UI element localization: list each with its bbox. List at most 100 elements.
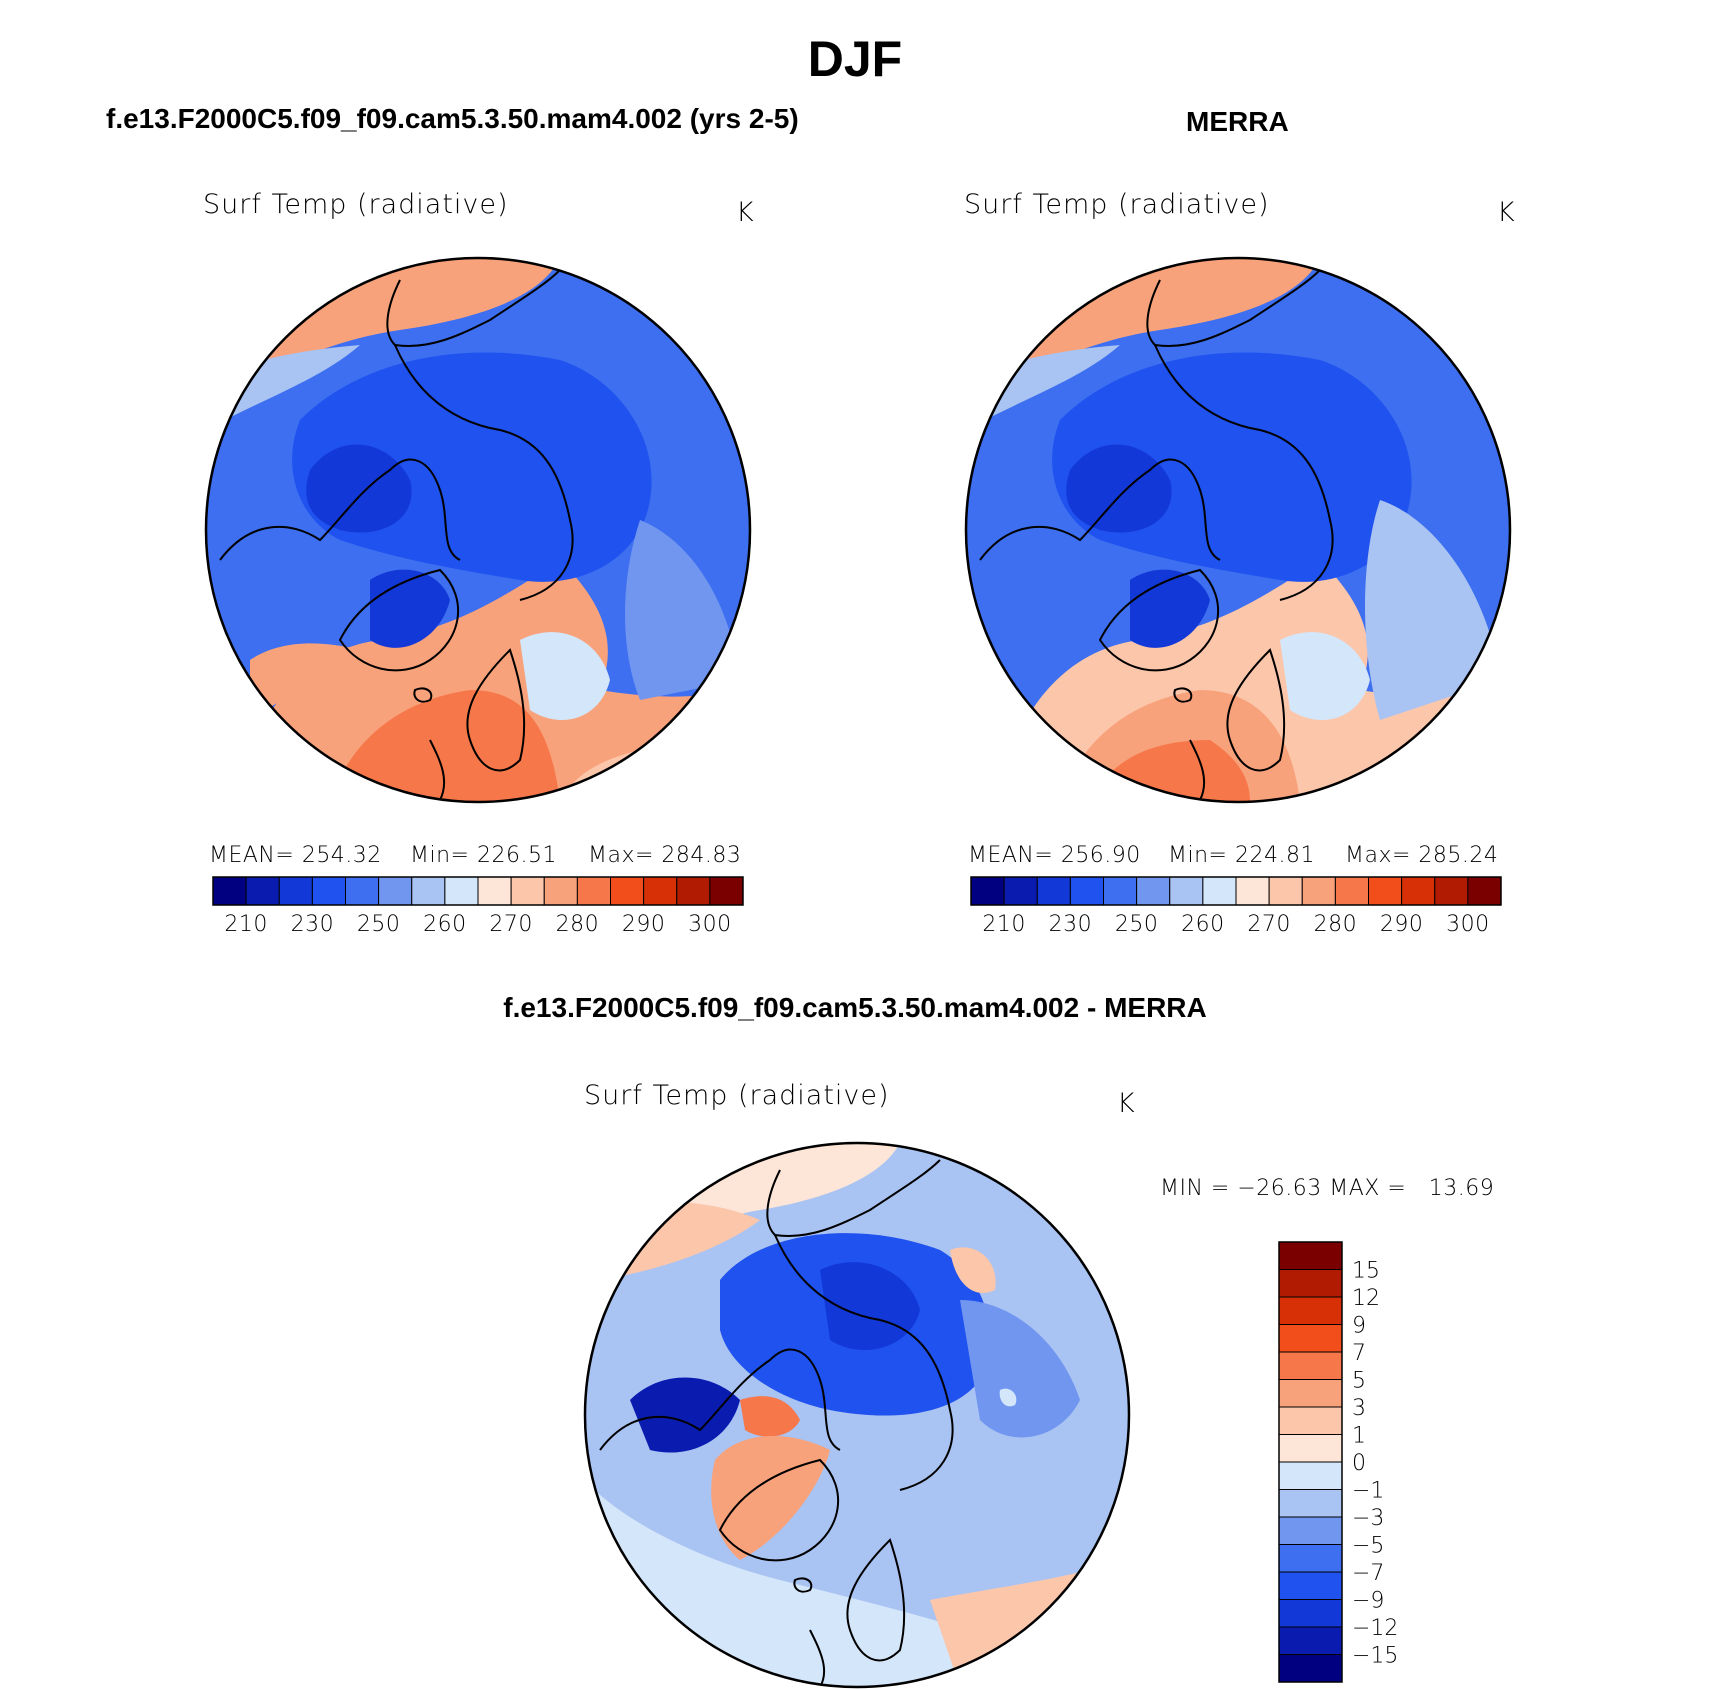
diff-colorbar-box — [1278, 1626, 1343, 1655]
diff-colorbar-tick-label: −3 — [1352, 1506, 1384, 1531]
model-case-title: f.e13.F2000C5.f09_f09.cam5.3.50.mam4.002… — [106, 103, 799, 134]
obs-colorbar-box — [1036, 876, 1071, 906]
obs-min-stat: Min= 224.81 — [1168, 843, 1315, 868]
obs-case-title: MERRA — [1186, 106, 1289, 137]
model-max-stat: Max= 284.83 — [588, 843, 742, 868]
obs-colorbar-tick-label: 270 — [1247, 912, 1291, 937]
obs-colorbar-box — [1401, 876, 1436, 906]
model-colorbar-tick-label: 280 — [556, 912, 600, 937]
obs-colorbar-box — [1202, 876, 1237, 906]
model-colorbar-box — [676, 876, 711, 906]
model-colorbar: 210 230 250 260 270 280 290 300 — [212, 876, 744, 937]
obs-colorbar-box — [1301, 876, 1336, 906]
diff-colorbar-box — [1278, 1241, 1343, 1270]
diff-colorbar-tick-label: 9 — [1352, 1314, 1366, 1339]
model-colorbar-box — [345, 876, 380, 906]
obs-mean-stat: MEAN= 256.90 — [968, 843, 1141, 868]
model-min-stat: Min= 226.51 — [410, 843, 557, 868]
diff-colorbar-box — [1278, 1571, 1343, 1600]
obs-variable-label: Surf Temp (radiative) — [964, 189, 1270, 220]
model-colorbar-box — [278, 876, 313, 906]
model-colorbar-tick-label: 230 — [291, 912, 335, 937]
obs-colorbar-tick-label: 210 — [982, 912, 1026, 937]
figure-title: DJF — [807, 31, 903, 87]
diff-colorbar-box — [1278, 1351, 1343, 1380]
diff-colorbar-box — [1278, 1489, 1343, 1518]
model-colorbar-box — [245, 876, 280, 906]
obs-colorbar-box — [1069, 876, 1104, 906]
diff-units-label: K — [1117, 1088, 1135, 1119]
diff-colorbar-tick-label: −7 — [1352, 1561, 1384, 1586]
diff-colorbar-box — [1278, 1599, 1343, 1628]
obs-colorbar-tick-label: 300 — [1446, 912, 1490, 937]
obs-colorbar-box — [1368, 876, 1403, 906]
model-colorbar-box — [212, 876, 247, 906]
diff-colorbar-box — [1278, 1461, 1343, 1490]
obs-colorbar: 210 230 250 260 270 280 290 300 — [970, 876, 1502, 937]
obs-colorbar-frame — [970, 876, 1502, 906]
obs-colorbar-box — [1235, 876, 1270, 906]
diff-variable-label: Surf Temp (radiative) — [584, 1080, 890, 1111]
model-mean-stat: MEAN= 254.32 — [209, 843, 382, 868]
model-colorbar-frame — [212, 876, 744, 906]
obs-colorbar-box — [1103, 876, 1138, 906]
obs-polar-map — [964, 256, 1512, 804]
obs-colorbar-box — [970, 876, 1005, 906]
obs-colorbar-box — [1136, 876, 1171, 906]
diff-colorbar-box — [1278, 1434, 1343, 1463]
diff-colorbar-box — [1278, 1544, 1343, 1573]
diff-colorbar-box — [1278, 1406, 1343, 1435]
model-variable-label: Surf Temp (radiative) — [203, 189, 509, 220]
diff-case-title: f.e13.F2000C5.f09_f09.cam5.3.50.mam4.002… — [503, 992, 1207, 1023]
diff-colorbar-tick-label: −15 — [1352, 1644, 1398, 1669]
diff-colorbar-box — [1278, 1269, 1343, 1298]
model-colorbar-box — [543, 876, 578, 906]
model-colorbar-box — [311, 876, 346, 906]
model-colorbar-box — [576, 876, 611, 906]
diff-colorbar-tick-label: −1 — [1352, 1479, 1384, 1504]
diff-colorbar-tick-label: −12 — [1352, 1616, 1398, 1641]
model-colorbar-box — [643, 876, 678, 906]
diff-colorbar-box — [1278, 1516, 1343, 1545]
obs-colorbar-box — [1467, 876, 1502, 906]
model-colorbar-tick-label: 260 — [423, 912, 467, 937]
obs-colorbar-box — [1003, 876, 1038, 906]
model-colorbar-tick-label: 270 — [489, 912, 533, 937]
diff-colorbar-box — [1278, 1296, 1343, 1325]
obs-colorbar-tick-label: 280 — [1314, 912, 1358, 937]
model-colorbar-tick-label: 210 — [224, 912, 268, 937]
obs-colorbar-tick-label: 250 — [1115, 912, 1159, 937]
diff-colorbar-frame — [1278, 1241, 1343, 1683]
diff-colorbar-tick-label: −9 — [1352, 1589, 1384, 1614]
model-colorbar-tick-label: 290 — [622, 912, 666, 937]
model-units-label: K — [736, 197, 754, 228]
diff-colorbar-tick-label: 15 — [1352, 1259, 1380, 1284]
obs-colorbar-box — [1169, 876, 1204, 906]
diff-colorbar-tick-label: 7 — [1352, 1341, 1366, 1366]
diff-polar-map — [583, 1141, 1131, 1689]
diff-colorbar-tick-label: 1 — [1352, 1424, 1366, 1449]
model-colorbar-tick-label: 300 — [688, 912, 732, 937]
model-colorbar-box — [610, 876, 645, 906]
diff-colorbar-tick-label: 0 — [1352, 1451, 1366, 1476]
model-polar-map — [204, 256, 752, 804]
obs-units-label: K — [1497, 197, 1515, 228]
diff-colorbar-box — [1278, 1379, 1343, 1408]
obs-max-stat: Max= 285.24 — [1345, 843, 1499, 868]
obs-colorbar-tick-label: 230 — [1049, 912, 1093, 937]
obs-colorbar-box — [1334, 876, 1369, 906]
model-colorbar-box — [510, 876, 545, 906]
diff-colorbar-tick-label: 5 — [1352, 1369, 1366, 1394]
obs-colorbar-box — [1434, 876, 1469, 906]
diff-colorbar-tick-label: 12 — [1352, 1286, 1380, 1311]
model-colorbar-box — [709, 876, 744, 906]
model-colorbar-box — [444, 876, 479, 906]
diff-colorbar-box — [1278, 1654, 1343, 1683]
obs-colorbar-tick-label: 260 — [1181, 912, 1225, 937]
obs-colorbar-tick-label: 290 — [1380, 912, 1424, 937]
model-colorbar-tick-label: 250 — [357, 912, 401, 937]
diff-minmax-stat: MIN = −26.63 MAX = 13.69 — [1160, 1176, 1495, 1201]
diff-colorbar-tick-label: 3 — [1352, 1396, 1366, 1421]
obs-colorbar-box — [1268, 876, 1303, 906]
